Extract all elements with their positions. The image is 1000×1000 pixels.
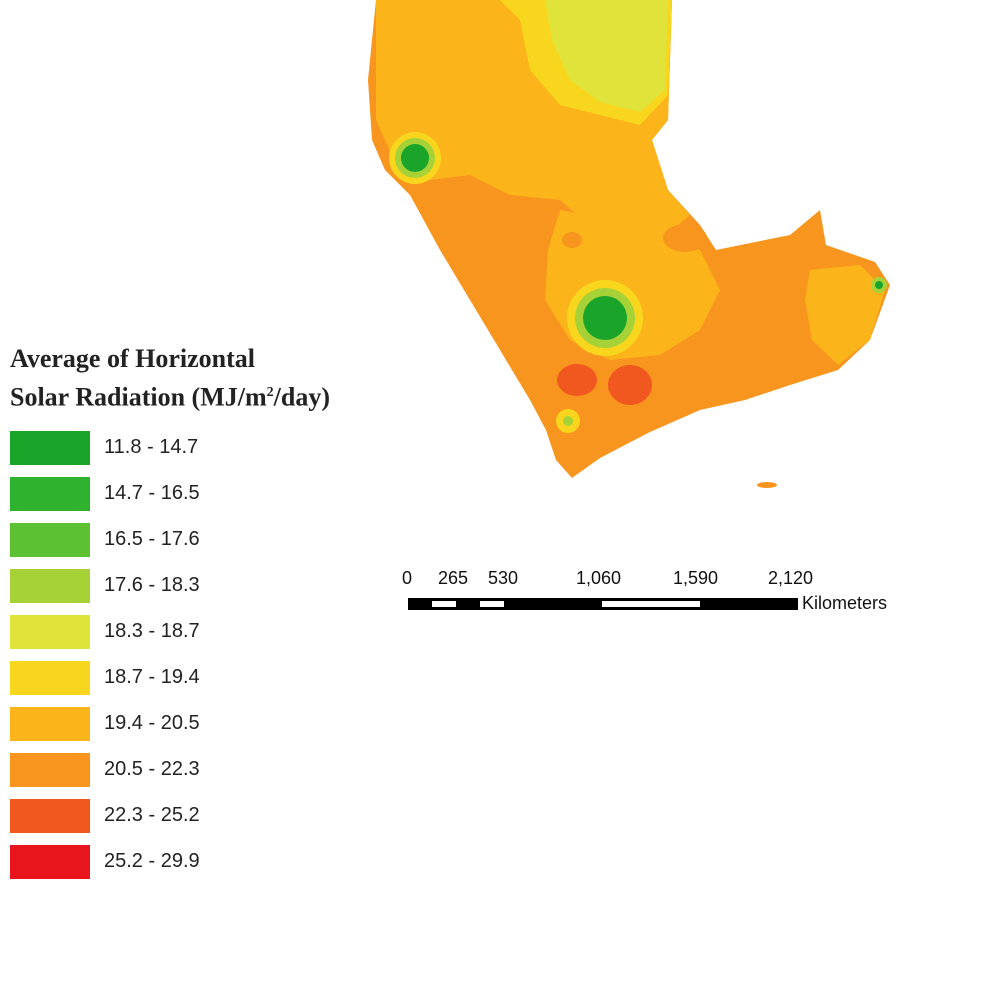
- map-hotspot-east: [871, 277, 887, 293]
- scale-segment: [480, 598, 504, 610]
- scale-tick-label: 0: [402, 568, 413, 588]
- legend: Average of Horizontal Solar Radiation (M…: [10, 342, 450, 885]
- legend-swatch: [10, 706, 90, 741]
- map-hotspot-central: [567, 280, 643, 356]
- legend-title-sup: 2: [266, 385, 274, 400]
- legend-title-line2: Solar Radiation (MJ/m2/day): [10, 376, 450, 415]
- legend-title-line2-suffix: /day): [273, 382, 330, 412]
- map-blob: [663, 224, 707, 252]
- map-region-east: [805, 265, 885, 365]
- scale-tick-label: 2,120: [768, 568, 814, 588]
- map-hotspot-southwest: [556, 409, 580, 433]
- scale-segment: [456, 598, 480, 610]
- legend-item: 14.7 - 16.5: [10, 471, 450, 517]
- map-blob: [506, 170, 530, 190]
- scale-tick-label: 1,590: [673, 568, 719, 588]
- legend-item: 18.3 - 18.7: [10, 609, 450, 655]
- legend-item: 19.4 - 20.5: [10, 701, 450, 747]
- legend-label: 19.4 - 20.5: [104, 712, 200, 735]
- legend-swatch: [10, 430, 90, 465]
- map-island: [757, 482, 777, 488]
- map-red-spot: [608, 365, 652, 405]
- scale-tick-label: 1,060: [576, 568, 622, 588]
- scale-tick-label: 265: [438, 568, 469, 588]
- legend-swatch: [10, 752, 90, 787]
- legend-swatch: [10, 660, 90, 695]
- legend-label: 25.2 - 29.9: [104, 850, 200, 873]
- legend-swatch: [10, 614, 90, 649]
- scale-bar: [408, 598, 798, 610]
- legend-item: 16.5 - 17.6: [10, 517, 450, 563]
- scale-segment: [602, 598, 700, 610]
- legend-title-line2-prefix: Solar Radiation (MJ/m: [10, 382, 267, 412]
- legend-title-line1: Average of Horizontal: [10, 344, 255, 373]
- legend-item: 11.8 - 14.7: [10, 425, 450, 471]
- legend-item: 22.3 - 25.2: [10, 793, 450, 839]
- map-region-pale: [545, 0, 668, 112]
- scale-segment: [432, 598, 456, 610]
- legend-swatch: [10, 476, 90, 511]
- legend-label: 17.6 - 18.3: [104, 574, 200, 597]
- legend-title: Average of Horizontal Solar Radiation (M…: [10, 342, 450, 415]
- legend-label: 22.3 - 25.2: [104, 804, 200, 827]
- scale-segment: [700, 598, 798, 610]
- legend-item: 25.2 - 29.9: [10, 839, 450, 885]
- scale-unit: Kilometers: [802, 593, 888, 613]
- map-hotspot-northwest: [389, 132, 441, 184]
- legend-label: 16.5 - 17.6: [104, 528, 200, 551]
- scale-segment: [408, 598, 432, 610]
- legend-swatch: [10, 568, 90, 603]
- legend-item: 17.6 - 18.3: [10, 563, 450, 609]
- scale-tick-label: 530: [488, 568, 519, 588]
- legend-swatch: [10, 522, 90, 557]
- legend-item: 18.7 - 19.4: [10, 655, 450, 701]
- map-red-spot: [557, 364, 597, 396]
- legend-item: 20.5 - 22.3: [10, 747, 450, 793]
- legend-label: 20.5 - 22.3: [104, 758, 200, 781]
- legend-label: 14.7 - 16.5: [104, 482, 200, 505]
- legend-swatch: [10, 844, 90, 879]
- legend-label: 11.8 - 14.7: [104, 436, 199, 459]
- map-blob: [562, 232, 582, 248]
- scale-segment: [504, 598, 602, 610]
- legend-label: 18.7 - 19.4: [104, 666, 200, 689]
- legend-label: 18.3 - 18.7: [104, 620, 200, 643]
- scale-bar-labels: 0 265 530 1,060 1,590 2,120: [400, 568, 920, 592]
- legend-swatch: [10, 798, 90, 833]
- legend-items: 11.8 - 14.7 14.7 - 16.5 16.5 - 17.6 17.6…: [10, 425, 450, 885]
